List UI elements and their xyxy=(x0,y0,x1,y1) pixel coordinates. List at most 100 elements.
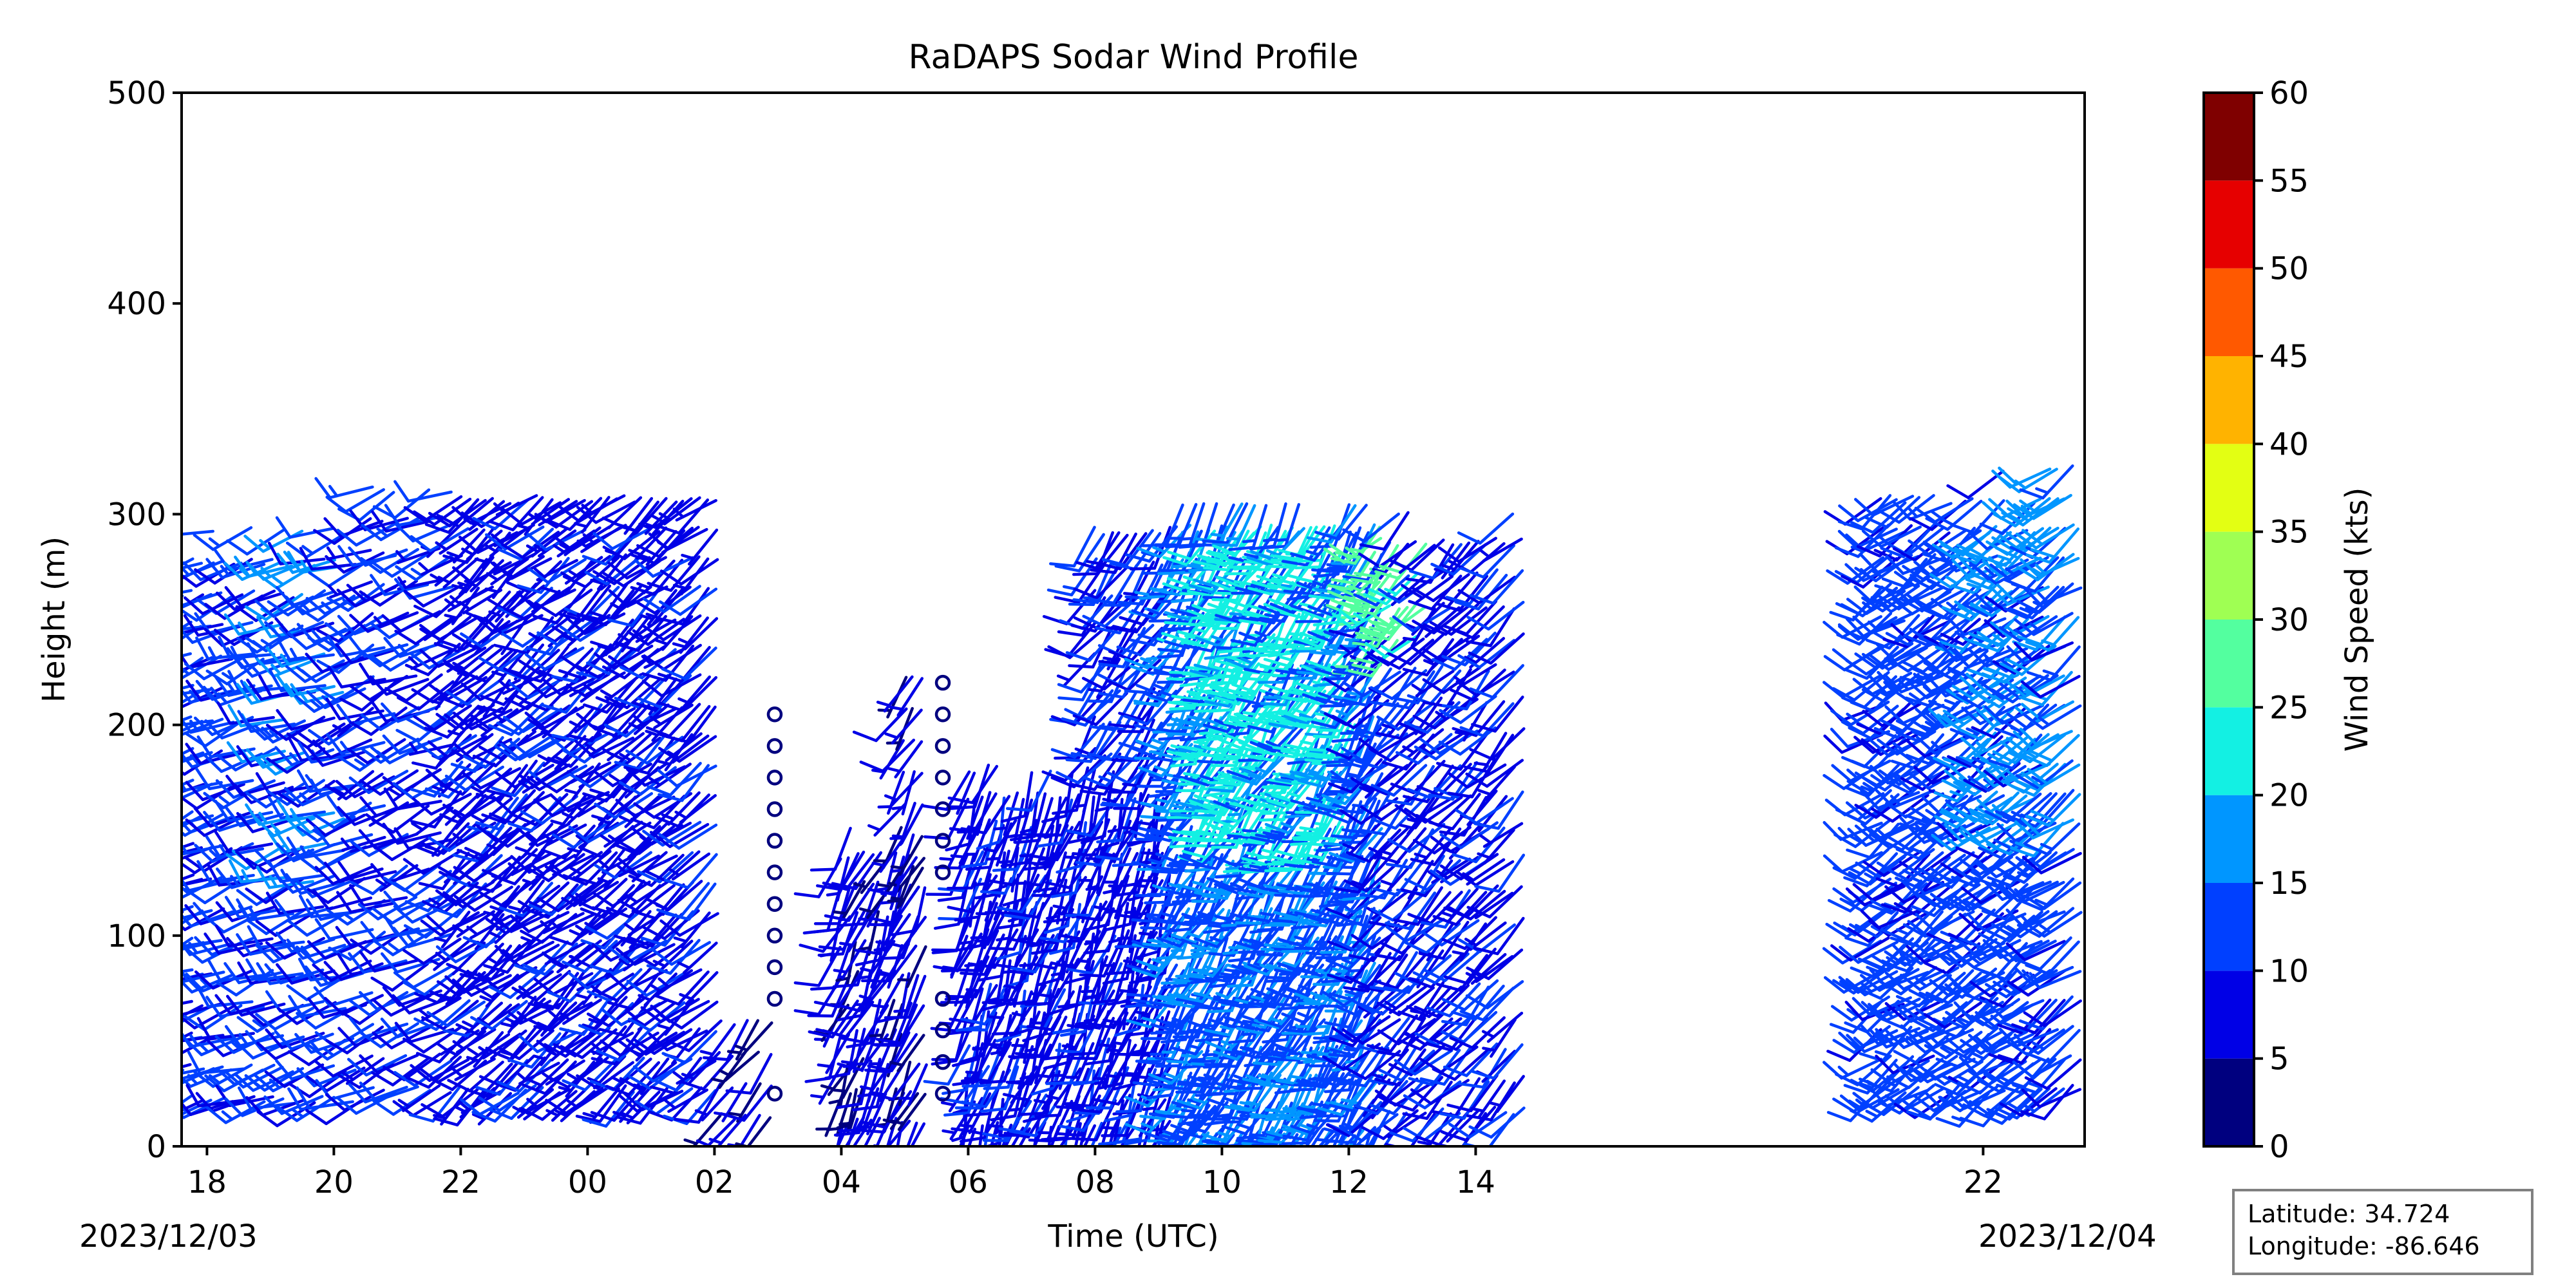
wind-barb xyxy=(124,985,180,1017)
wind-barb xyxy=(224,586,285,608)
wind-barb xyxy=(1998,468,2058,493)
colorbar-segment xyxy=(2204,268,2254,356)
y-tick-label: 200 xyxy=(107,708,166,744)
x-tick-label: 00 xyxy=(568,1164,607,1200)
start-date-label: 2023/12/03 xyxy=(79,1218,258,1255)
wind-barb xyxy=(1457,512,1515,545)
calm-wind-marker xyxy=(934,770,951,786)
location-info-box: Latitude: 34.724 Longitude: -86.646 xyxy=(2232,1189,2533,1275)
wind-barb xyxy=(244,1066,305,1092)
wind-barb xyxy=(182,654,223,679)
end-date-label: 2023/12/04 xyxy=(1978,1218,2157,1255)
y-axis-ticks: 0 100 200 300 400 500 xyxy=(107,75,182,1165)
wind-barb xyxy=(314,477,374,499)
wind-barb xyxy=(1440,887,1479,923)
wind-barb xyxy=(328,931,386,961)
wind-barb xyxy=(182,909,213,923)
wind-barb xyxy=(326,546,372,561)
wind-barb xyxy=(286,938,346,960)
wind-barb xyxy=(327,795,386,817)
wind-barb xyxy=(793,857,842,898)
wind-barb xyxy=(393,480,453,503)
colorbar-tick-label: 20 xyxy=(2269,778,2309,814)
calm-wind-marker xyxy=(766,801,783,817)
calm-wind-marker xyxy=(766,833,783,849)
latitude-label: Latitude: 34.724 xyxy=(2248,1200,2450,1228)
wind-barb xyxy=(182,877,213,890)
wind-barb xyxy=(267,829,327,854)
wind-barb xyxy=(182,905,194,923)
colorbar-tick-label: 5 xyxy=(2269,1041,2289,1077)
colorbar-tick-label: 45 xyxy=(2269,339,2309,375)
wind-barb xyxy=(218,636,276,660)
colorbar-segment xyxy=(2204,883,2254,971)
wind-barb xyxy=(243,529,304,553)
wind-barb xyxy=(247,925,305,949)
wind-barb xyxy=(182,652,192,667)
wind-barb xyxy=(285,595,345,616)
wind-barb xyxy=(204,933,263,955)
colorbar-tick-label: 35 xyxy=(2269,515,2309,551)
wind-barb xyxy=(314,918,374,941)
wind-barb xyxy=(875,1004,925,1045)
x-tick-label: 12 xyxy=(1329,1164,1368,1200)
wind-barb xyxy=(182,1094,193,1122)
wind-barb xyxy=(337,1027,398,1047)
colorbar-segment xyxy=(2204,531,2254,620)
x-tick-label: 02 xyxy=(695,1164,734,1200)
wind-barb xyxy=(226,528,285,556)
wind-barb xyxy=(182,689,183,701)
wind-barb xyxy=(327,665,386,688)
wind-barb xyxy=(305,592,366,616)
wind-barb xyxy=(195,767,254,790)
wind-barb xyxy=(1946,469,2005,500)
wind-barb xyxy=(719,1084,773,1122)
x-tick-label: 06 xyxy=(949,1164,988,1200)
colorbar-segment xyxy=(2204,707,2254,795)
wind-barb xyxy=(285,814,345,837)
wind-barb xyxy=(182,1099,204,1121)
wind-barb xyxy=(182,593,205,620)
wind-barb xyxy=(182,658,184,668)
wind-barb xyxy=(256,866,314,889)
wind-barb xyxy=(276,675,336,697)
wind-barb xyxy=(182,936,194,965)
wind-barb xyxy=(264,963,325,985)
colorbar-segment xyxy=(2204,444,2254,532)
wind-barb xyxy=(182,814,203,838)
colorbar-segment xyxy=(2204,1058,2254,1146)
wind-barb xyxy=(265,891,325,915)
wind-barb xyxy=(182,591,223,608)
wind-barb xyxy=(182,847,183,857)
wind-barb xyxy=(182,1100,184,1107)
x-tick-label: 04 xyxy=(822,1164,861,1200)
wind-barb xyxy=(182,623,224,635)
calm-wind-marker xyxy=(766,864,783,880)
wind-barb xyxy=(182,529,214,537)
x-axis-label: Time (UTC) xyxy=(1047,1218,1218,1255)
y-tick-label: 400 xyxy=(107,286,166,322)
colorbar-tick-label: 10 xyxy=(2269,953,2309,989)
wind-barb xyxy=(325,488,385,513)
wind-barb xyxy=(327,899,386,926)
wind-barb xyxy=(245,909,305,935)
calm-wind-marker xyxy=(766,927,783,944)
wind-barb xyxy=(325,1025,384,1055)
wind-barb xyxy=(312,889,373,911)
wind-barb xyxy=(923,797,970,840)
colorbar-segment xyxy=(2204,356,2254,444)
wind-barb xyxy=(182,779,194,799)
wind-barb xyxy=(323,862,384,884)
wind-barb xyxy=(925,852,969,896)
wind-barb xyxy=(332,770,375,800)
wind-barb xyxy=(661,791,701,826)
wind-barb xyxy=(227,670,285,694)
calm-wind-marker xyxy=(766,990,783,1007)
colorbar-segment xyxy=(2204,180,2254,269)
wind-barb xyxy=(182,683,194,698)
wind-barb xyxy=(323,517,384,538)
x-tick-label: 22 xyxy=(441,1164,480,1200)
wind-barb xyxy=(182,873,195,892)
colorbar-tick-label: 25 xyxy=(2269,690,2309,726)
